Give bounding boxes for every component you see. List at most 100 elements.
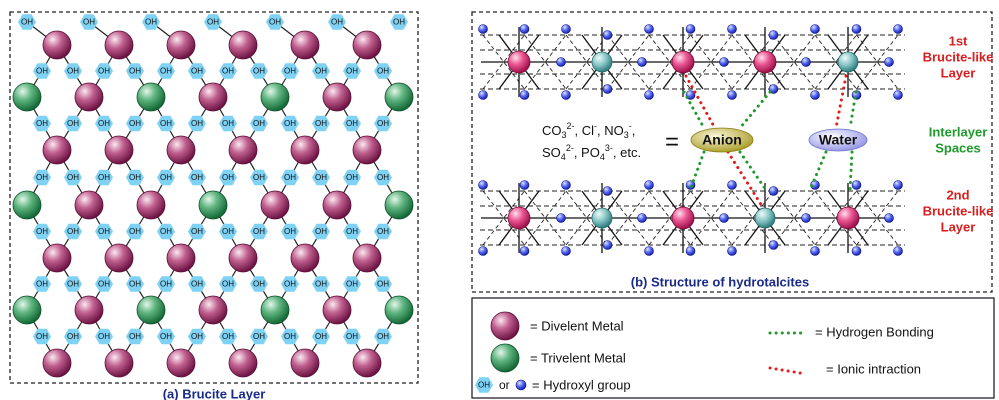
hydroxyl-ball bbox=[556, 213, 566, 223]
hydroxyl-hex bbox=[157, 63, 175, 79]
formula-part: 2- bbox=[566, 143, 574, 153]
hydroxyl-label: OH bbox=[98, 119, 110, 128]
panel-b-caption: (b) Structure of hydrotalcites bbox=[631, 274, 809, 289]
divalent-metal bbox=[166, 243, 196, 273]
hydroxyl-label: OH bbox=[377, 332, 389, 341]
hydroxyl-ball bbox=[478, 180, 488, 190]
divalent-metal bbox=[42, 30, 72, 60]
hydroxyl-ball bbox=[478, 246, 488, 256]
divalent-metal bbox=[322, 295, 352, 325]
hydroxyl-hex bbox=[219, 276, 237, 292]
hydroxyl-label: OH bbox=[129, 227, 141, 236]
hydroxyl-hex bbox=[281, 328, 299, 345]
hydroxyl-hex bbox=[126, 223, 144, 240]
hydroxyl-ball bbox=[519, 246, 530, 256]
hydroxyl-hex bbox=[281, 223, 299, 240]
formula-part: , bbox=[632, 123, 636, 138]
hydroxyl-ball bbox=[602, 30, 613, 40]
trivalent-metal bbox=[136, 295, 166, 325]
divalent-metal bbox=[104, 30, 134, 60]
divalent-metal bbox=[260, 190, 290, 220]
hydroxyl-hex bbox=[18, 14, 36, 30]
hydroxyl-label: OH bbox=[67, 173, 79, 182]
water-label: Water bbox=[819, 132, 858, 148]
hydroxyl-ball bbox=[561, 180, 571, 190]
hydroxyl-hex bbox=[188, 328, 206, 345]
hydroxyl-ball bbox=[768, 30, 779, 40]
hydroxyl-ball bbox=[519, 90, 530, 100]
hydroxyl-label: OH bbox=[315, 119, 327, 128]
hydroxyl-label: OH bbox=[346, 227, 358, 236]
hydroxyl-label: OH bbox=[160, 119, 172, 128]
divalent-metal bbox=[753, 50, 777, 74]
hydroxyl-hex bbox=[250, 63, 268, 79]
anion-formula: SO42-, PO43-, etc. bbox=[542, 143, 641, 162]
octahedron-edge bbox=[731, 34, 774, 90]
hydroxyl-label: OH bbox=[284, 119, 296, 128]
hydroxyl-label: OH bbox=[222, 119, 234, 128]
trivalent-metal bbox=[384, 190, 414, 220]
octahedron-edge bbox=[524, 34, 567, 90]
hydroxyl-hex bbox=[204, 14, 222, 30]
hydroxyl-label: OH bbox=[83, 18, 95, 27]
hydroxyl-label: OH bbox=[98, 280, 110, 289]
hydroxyl-hex bbox=[250, 276, 268, 292]
divalent-metal bbox=[228, 348, 258, 378]
hydroxyl-label: OH bbox=[222, 227, 234, 236]
hydroxyl-ball bbox=[602, 186, 613, 196]
divalent-metal bbox=[322, 190, 352, 220]
formula-part: 4 bbox=[600, 152, 605, 162]
hydroxyl-label: OH bbox=[253, 227, 265, 236]
hydroxyl-hex bbox=[64, 169, 82, 186]
layer-label: Layer bbox=[941, 65, 976, 80]
octahedron-edge bbox=[607, 34, 650, 90]
legend-trivalent-icon bbox=[490, 343, 520, 373]
hydroxyl-ball bbox=[561, 24, 571, 34]
hydroxyl-hex bbox=[266, 14, 284, 30]
hydroxyl-hex bbox=[343, 63, 361, 79]
hydroxyl-hex bbox=[95, 223, 113, 240]
layer-label: Layer bbox=[941, 219, 976, 234]
hydroxyl-hex bbox=[312, 223, 330, 240]
formula-part: 3 bbox=[624, 130, 629, 140]
layer-label: Brucite-like bbox=[923, 49, 994, 64]
hydroxyl-hex bbox=[312, 169, 330, 186]
hydrogen-bond bbox=[848, 90, 858, 130]
hydroxyl-label: OH bbox=[222, 280, 234, 289]
hydroxyl-hex bbox=[374, 223, 392, 240]
divalent-metal bbox=[290, 30, 320, 60]
legend-frame bbox=[471, 297, 995, 399]
layer-label: 1st bbox=[949, 33, 968, 48]
hydroxyl-hex bbox=[33, 328, 51, 345]
hydroxyl-hex bbox=[95, 115, 113, 132]
divalent-metal bbox=[228, 30, 258, 60]
hydroxyl-ball bbox=[561, 246, 571, 256]
hydroxyl-label: OH bbox=[160, 67, 172, 76]
anion-label: Anion bbox=[702, 132, 742, 148]
hydroxyl-label: OH bbox=[253, 332, 265, 341]
hydroxyl-label: OH bbox=[253, 119, 265, 128]
divalent-metal bbox=[104, 243, 134, 273]
trivalent-metal bbox=[384, 295, 414, 325]
hydroxyl-hex bbox=[64, 63, 82, 79]
formula-part: , PO bbox=[574, 145, 600, 160]
hydroxyl-label: OH bbox=[67, 67, 79, 76]
trivalent-metal bbox=[12, 190, 42, 220]
hydrogen-bond bbox=[688, 150, 706, 192]
octahedron-edge bbox=[731, 190, 774, 246]
trivalent-metal bbox=[198, 190, 228, 220]
hydroxyl-label: OH bbox=[346, 67, 358, 76]
divalent-metal bbox=[507, 206, 531, 230]
hydroxyl-hex bbox=[33, 169, 51, 186]
hydroxyl-ball bbox=[727, 24, 737, 34]
brucite-layer: OH OH OH OH OH OH OH OH OH OH OH OH OH OH OH OH OH OH OH OH… bbox=[12, 14, 414, 378]
hydroxyl-hex bbox=[188, 169, 206, 186]
hydrogen-bond bbox=[848, 150, 854, 192]
hydroxyl-hex bbox=[126, 169, 144, 186]
formula-part: 3- bbox=[605, 143, 613, 153]
hydroxyl-hex bbox=[95, 63, 113, 79]
hydroxyl-hex bbox=[219, 63, 237, 79]
hydroxyl-ball bbox=[810, 246, 820, 256]
hydroxyl-label: OH bbox=[377, 119, 389, 128]
